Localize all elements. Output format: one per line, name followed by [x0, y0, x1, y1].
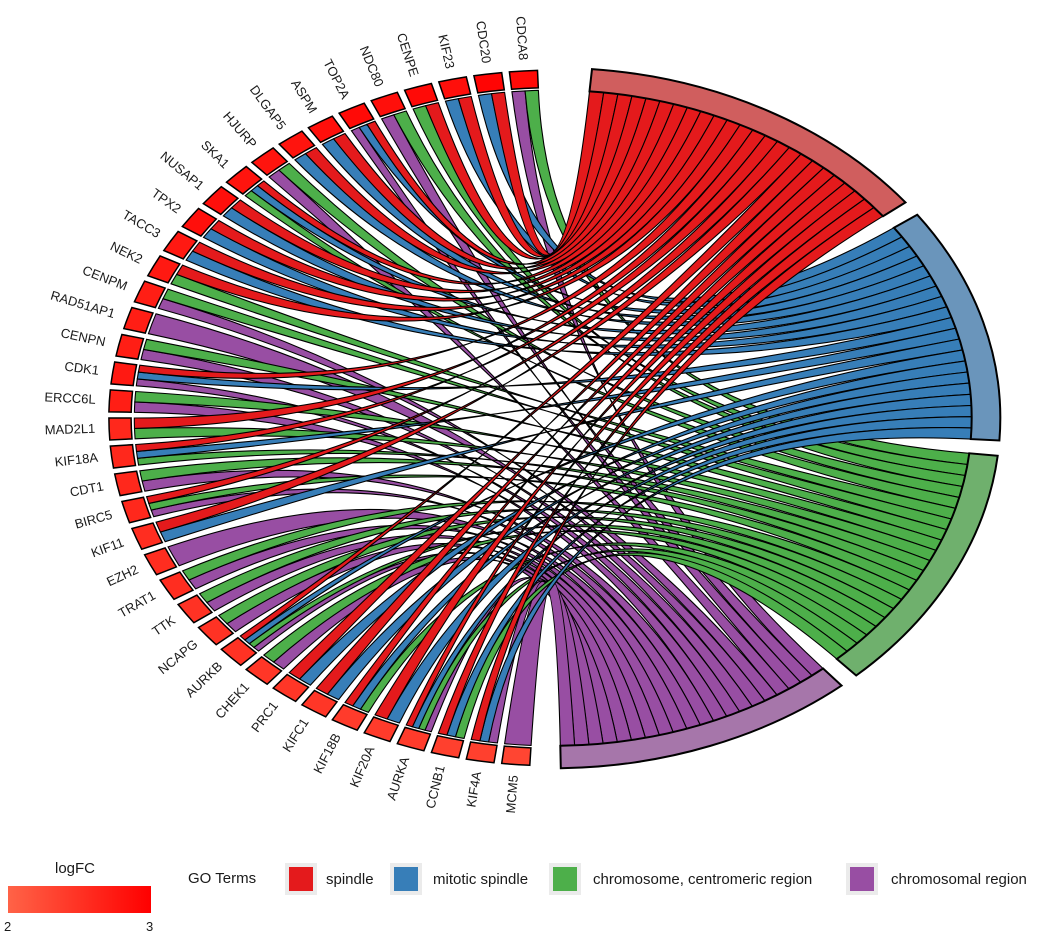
gene-cell-cdca8	[508, 69, 540, 91]
gene-cell-cenpn	[115, 333, 145, 360]
logfc-min-label: 2	[4, 919, 12, 934]
gene-cell-ezh2	[143, 546, 178, 576]
gene-cell-tacc3	[162, 230, 199, 260]
gene-cell-kif4a	[465, 741, 498, 764]
gene-cell-kif20a	[363, 716, 400, 743]
gene-cell-aurkb	[220, 636, 258, 667]
gene-cell-ska1	[225, 165, 263, 195]
gene-cell-chek1	[244, 655, 283, 686]
gene-cell-cenpm	[133, 280, 167, 309]
gene-cell-rad51ap1	[122, 306, 155, 334]
gene-label-kif18a: KIF18A	[54, 450, 99, 470]
gene-cell-aspm	[307, 115, 345, 144]
legend-label-mitotic-spindle: mitotic spindle	[433, 871, 529, 888]
gene-label-cdc20: CDC20	[473, 20, 494, 64]
gene-cell-cdk1	[110, 361, 138, 387]
gene-cell-tpx2	[181, 207, 218, 238]
ribbon-layer	[133, 89, 973, 747]
gene-label-ercc6l: ERCC6L	[44, 389, 96, 406]
gene-cell-birc5	[120, 496, 152, 524]
gene-cell-top2a	[337, 102, 375, 130]
go-term-arcs	[559, 68, 1002, 770]
gene-cell-dlgap5	[277, 130, 316, 159]
logfc-max-label: 3	[146, 919, 154, 934]
gene-cell-trat1	[158, 571, 195, 601]
gene-cell-nek2	[146, 254, 181, 284]
gene-label-mad2l1: MAD2L1	[44, 421, 95, 438]
gene-cell-ercc6l	[108, 389, 134, 413]
gene-cell-kif18b	[331, 703, 369, 732]
term-arc-chromosome-centromeric-region	[835, 452, 999, 677]
gene-cell-aurka	[396, 726, 432, 752]
legend-key-chromosomal-region	[846, 863, 878, 895]
legend-label-chromosomal-region: chromosomal region	[891, 871, 1027, 888]
gene-cell-hjurp	[250, 146, 289, 177]
term-arc-spindle	[588, 68, 908, 218]
gene-cell-cdc20	[472, 71, 506, 94]
gene-cell-kif18a	[109, 443, 137, 469]
gene-label-cdk1: CDK1	[64, 359, 100, 378]
term-arc-mitotic-spindle	[892, 213, 1002, 442]
gene-label-mcm5: MCM5	[503, 775, 521, 814]
gene-cell-ttk	[176, 594, 214, 624]
gene-cell-cenpe	[403, 82, 439, 108]
gene-cell-kif11	[130, 522, 164, 551]
gene-cell-ccnb1	[430, 734, 465, 759]
gene-logfc-cells	[108, 69, 540, 767]
gene-cell-prc1	[271, 673, 310, 703]
logfc-legend-title: logFC	[55, 860, 96, 877]
legend-key-spindle	[285, 863, 317, 895]
legend-key-chromosome-centromeric-region	[549, 863, 581, 895]
gene-cell-kif23	[437, 76, 472, 100]
legend-label-spindle: spindle	[326, 871, 374, 888]
term-arc-chromosomal-region	[559, 667, 844, 770]
gene-cell-cdt1	[113, 470, 143, 497]
gene-cell-kifc1	[300, 689, 339, 718]
gene-cell-nusap1	[202, 185, 240, 216]
gene-label-cdca8: CDCA8	[513, 16, 531, 61]
gene-label-cdt1: CDT1	[69, 478, 105, 499]
gene-cell-ndc80	[370, 91, 407, 118]
logfc-gradient-bar	[8, 886, 151, 913]
gene-cell-mad2l1	[108, 417, 133, 441]
legend-label-chromosome-centromeric-region: chromosome, centromeric region	[593, 871, 813, 888]
gene-cell-ncapg	[197, 616, 235, 646]
go-terms-legend-title: GO Terms	[188, 870, 257, 887]
legend-key-mitotic-spindle	[390, 863, 422, 895]
gene-label-kif4a: KIF4A	[463, 770, 484, 808]
gene-cell-mcm5	[500, 745, 532, 767]
